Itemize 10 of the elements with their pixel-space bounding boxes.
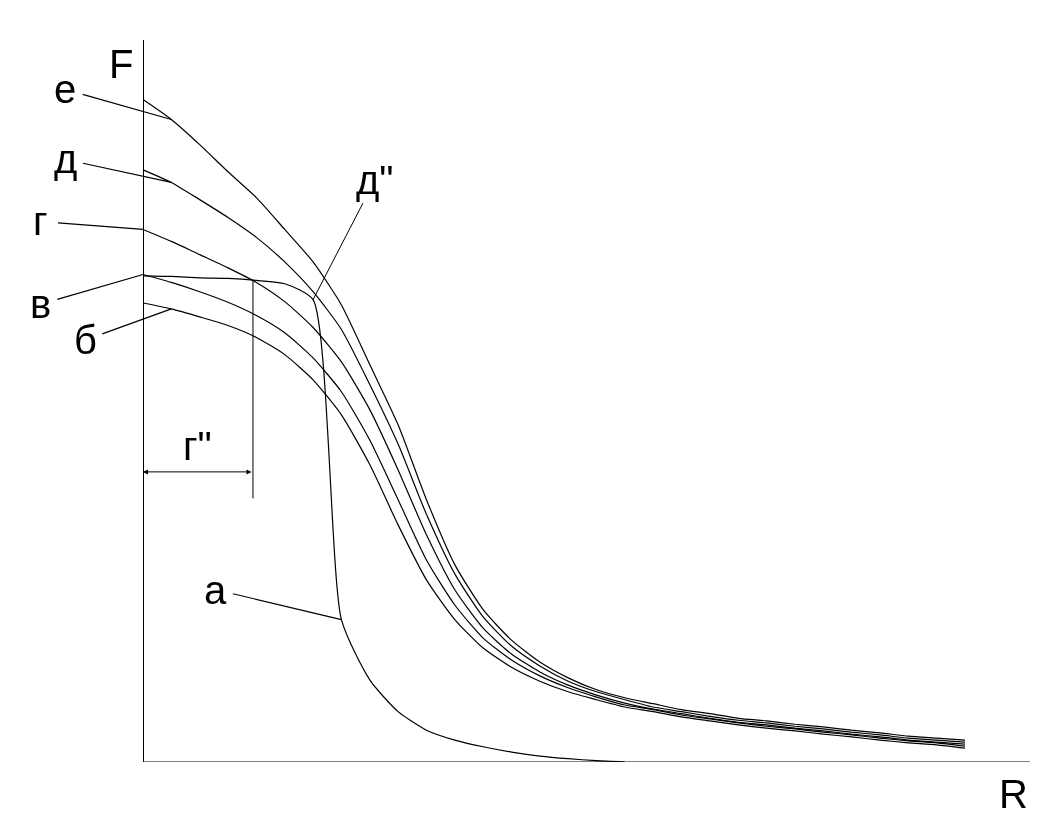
legend-label: в — [30, 282, 52, 326]
legend-label: а — [204, 568, 227, 612]
legend-label: г — [33, 199, 48, 243]
legend-label: д — [54, 137, 78, 181]
annotation: д" — [356, 158, 394, 202]
y-axis-title: F — [109, 42, 134, 86]
legend-label: е — [54, 67, 77, 111]
legend-label: б — [74, 318, 97, 362]
x-axis-title: R — [999, 772, 1028, 816]
annotation: г" — [183, 424, 212, 468]
